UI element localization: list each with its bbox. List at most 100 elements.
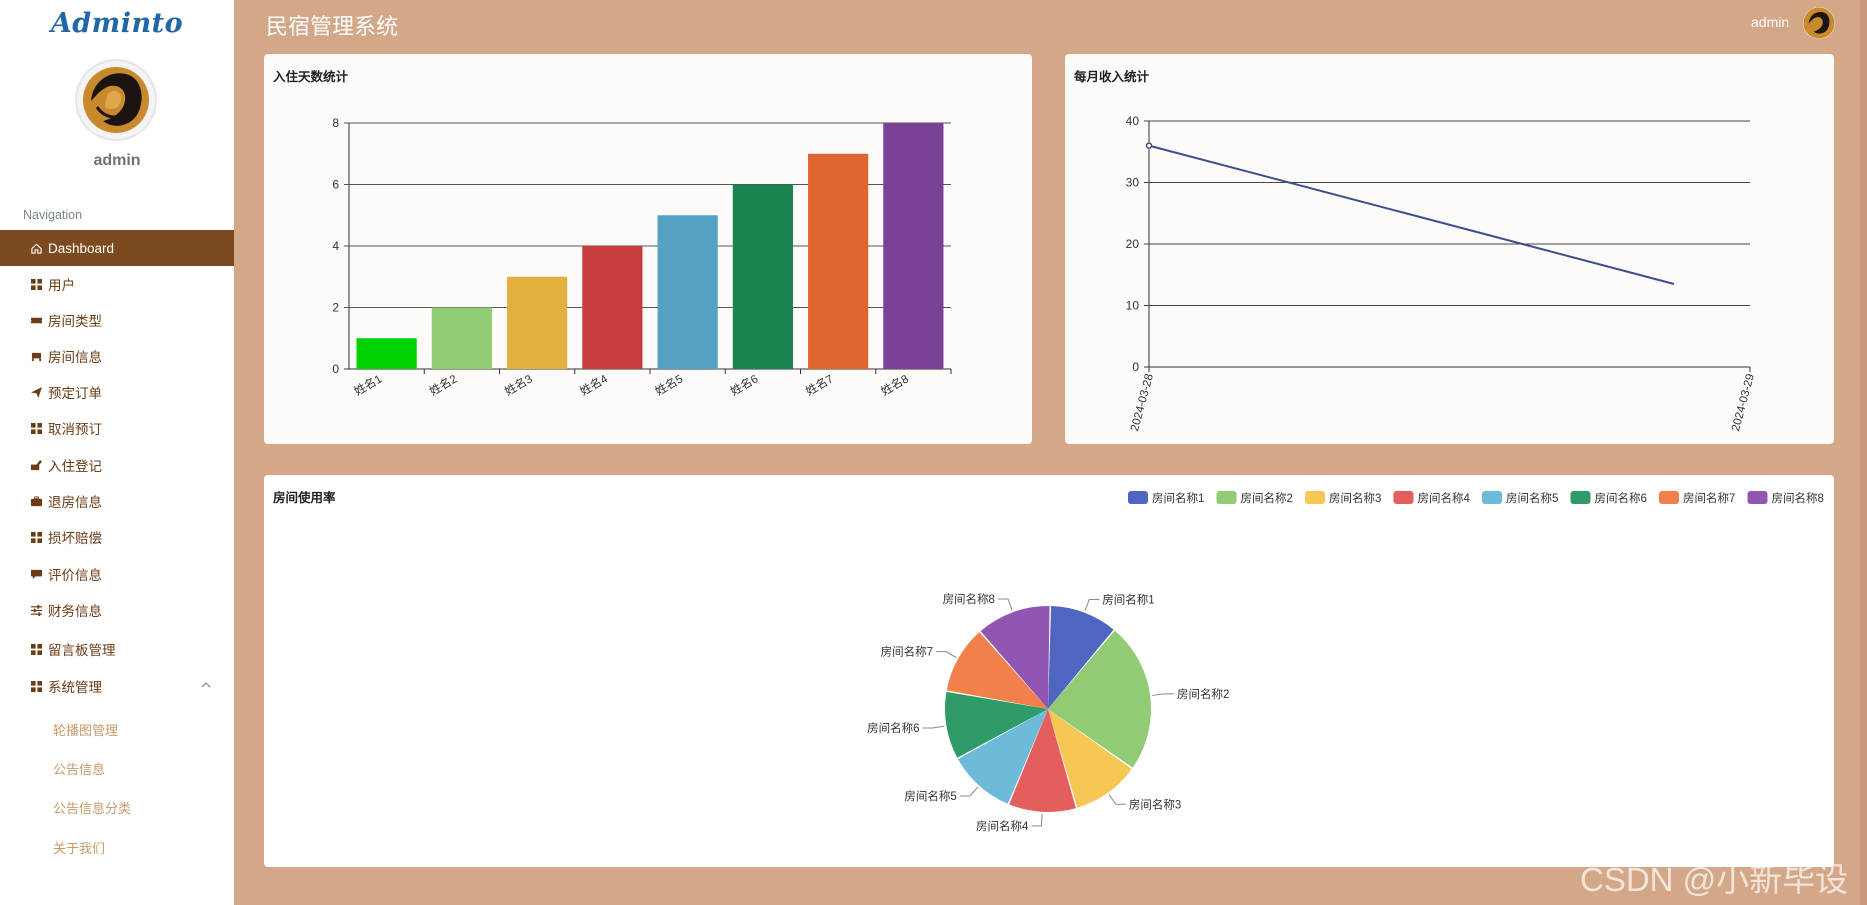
sidebar-item-label: 评价信息 — [48, 568, 102, 583]
sidebar-item-finance[interactable]: 财务信息 — [0, 592, 234, 628]
sidebar-subitem-carousel[interactable]: 轮播图管理 — [53, 723, 119, 738]
sidebar: Adminto admin Navigation Dashboard 用户 房间… — [0, 0, 234, 905]
sidebar-subitem-announcement-categories[interactable]: 公告信息分类 — [53, 801, 132, 816]
legend-swatch — [1393, 491, 1414, 504]
bed-icon — [31, 352, 42, 361]
sidebar-item-label: 留言板管理 — [48, 643, 116, 658]
sidebar-item-damage[interactable]: 损坏赔偿 — [0, 519, 234, 555]
legend-swatch — [1128, 491, 1148, 504]
card-title: 每月收入统计 — [1074, 70, 1150, 84]
legend-swatch — [1482, 491, 1502, 504]
grid-icon — [31, 643, 42, 655]
sidebar-item-message-board[interactable]: 留言板管理 — [0, 631, 234, 667]
legend-label: 房间名称7 — [1683, 491, 1735, 505]
sidebar-subitem-about[interactable]: 关于我们 — [53, 841, 106, 856]
sidebar-item-system[interactable]: 系统管理 — [0, 668, 234, 704]
room-usage-card: 房间使用率 房间名称1 房间名称2 房间名称3 房间名称4 房间名称5 房间名称6 房间名称… — [264, 475, 1834, 867]
bar — [883, 123, 944, 369]
legend-label: 房间名称4 — [1418, 491, 1471, 505]
legend-label: 房间名称1 — [1152, 491, 1204, 505]
legend-swatch — [1747, 491, 1768, 504]
card-title: 房间使用率 — [273, 491, 336, 505]
y-tick-label: 8 — [332, 116, 339, 130]
grid-icon — [31, 278, 42, 290]
sidebar-item-users[interactable]: 用户 — [0, 266, 234, 302]
sidebar-username: admin — [93, 152, 141, 169]
sidebar-item-dashboard[interactable]: Dashboard — [0, 230, 234, 266]
legend-label: 房间名称6 — [1595, 491, 1647, 505]
home-icon — [31, 243, 42, 254]
y-tick-label: 4 — [332, 239, 339, 253]
data-point — [1145, 142, 1153, 149]
pie-label: 房间名称7 — [881, 645, 933, 659]
y-tick-label: 0 — [1132, 360, 1139, 374]
sidebar-item-reviews[interactable]: 评价信息 — [0, 556, 234, 592]
sidebar-item-label: 房间类型 — [48, 314, 102, 329]
y-tick-label: 30 — [1126, 176, 1140, 190]
page-scrollbar[interactable] — [1860, 0, 1867, 905]
sidebar-item-label: 损坏赔偿 — [48, 531, 102, 546]
checkin-bar-chart: 0 2 4 6 8 姓名1 姓名2 姓名3 姓名4 姓名5 姓名6 姓名7 姓名8 — [332, 116, 952, 398]
sidebar-item-label: Dashboard — [48, 240, 115, 256]
app-logo[interactable]: Adminto — [50, 8, 184, 39]
income-series-line — [1148, 144, 1675, 285]
topbar-username[interactable]: admin — [1751, 14, 1790, 30]
ticket-icon — [31, 317, 42, 323]
pie-slice — [1009, 709, 1076, 812]
x-tick-label: 姓名1 — [352, 371, 384, 398]
bar — [356, 338, 417, 369]
bar — [732, 184, 793, 369]
x-tick-label: 姓名7 — [803, 371, 835, 398]
pie-slice — [1048, 709, 1132, 808]
pie-label-leader — [1031, 813, 1043, 827]
chevron-up-icon[interactable] — [200, 679, 212, 691]
x-tick-label: 姓名8 — [878, 371, 910, 398]
sidebar-item-label: 入住登记 — [48, 459, 102, 474]
legend-swatch — [1659, 491, 1679, 504]
pie-label-leader — [922, 725, 945, 729]
x-tick-label: 2024-03-29 — [1730, 373, 1757, 433]
x-tick-label: 姓名6 — [728, 371, 760, 398]
checkin-days-card: 入住天数统计 0 2 4 6 8 姓名1 姓名2 姓名3 姓名4 姓名5 姓名6 姓名7 姓名8 — [264, 54, 1032, 444]
pie-label-leader — [1084, 599, 1100, 611]
pie-slice — [1048, 630, 1151, 768]
pie-label: 房间名称2 — [1177, 687, 1229, 701]
sidebar-item-checkin[interactable]: 入住登记 — [0, 447, 234, 483]
income-line-chart: 0 10 20 30 40 2024-03-28 2024-03-29 — [1126, 114, 1757, 433]
pie-label: 房间名称1 — [1102, 593, 1154, 607]
pie-slice — [958, 709, 1048, 804]
y-tick-label: 40 — [1126, 114, 1140, 128]
topbar-avatar[interactable] — [1803, 7, 1835, 39]
y-tick-label: 10 — [1126, 299, 1140, 313]
page-title: 民宿管理系统 — [266, 14, 399, 39]
bar — [507, 276, 568, 369]
checkin-icon — [31, 459, 42, 470]
card-title: 入住天数统计 — [273, 70, 349, 84]
bar — [431, 307, 492, 369]
pie-label-leader — [959, 786, 979, 797]
legend-label: 房间名称3 — [1329, 491, 1381, 505]
sidebar-item-checkout[interactable]: 退房信息 — [0, 483, 234, 519]
pie-slice — [1048, 606, 1114, 709]
watermark: CSDN @小新毕设 — [1580, 861, 1849, 898]
legend-label: 房间名称2 — [1241, 491, 1293, 505]
pie-slice — [946, 632, 1048, 709]
briefcase-icon — [31, 495, 42, 506]
sidebar-item-cancel-reservation[interactable]: 取消预订 — [0, 410, 234, 446]
grid-icon — [31, 531, 42, 543]
sidebar-item-label: 预定订单 — [48, 386, 102, 401]
sidebar-item-reservations[interactable]: 预定订单 — [0, 374, 234, 410]
sidebar-subitem-announcements[interactable]: 公告信息 — [53, 762, 106, 777]
sidebar-item-room-info[interactable]: 房间信息 — [0, 338, 234, 374]
legend-label: 房间名称8 — [1772, 491, 1824, 505]
sidebar-item-label: 用户 — [48, 278, 75, 293]
legend-swatch — [1305, 491, 1325, 504]
user-avatar[interactable] — [75, 59, 157, 141]
x-tick-label: 姓名4 — [577, 371, 610, 398]
pie-label-leader — [1108, 794, 1126, 805]
sidebar-item-room-types[interactable]: 房间类型 — [0, 302, 234, 338]
pie-label: 房间名称5 — [904, 789, 956, 803]
pie-slice — [980, 606, 1050, 709]
pie-label-leader — [997, 598, 1013, 611]
y-tick-label: 20 — [1126, 237, 1140, 251]
